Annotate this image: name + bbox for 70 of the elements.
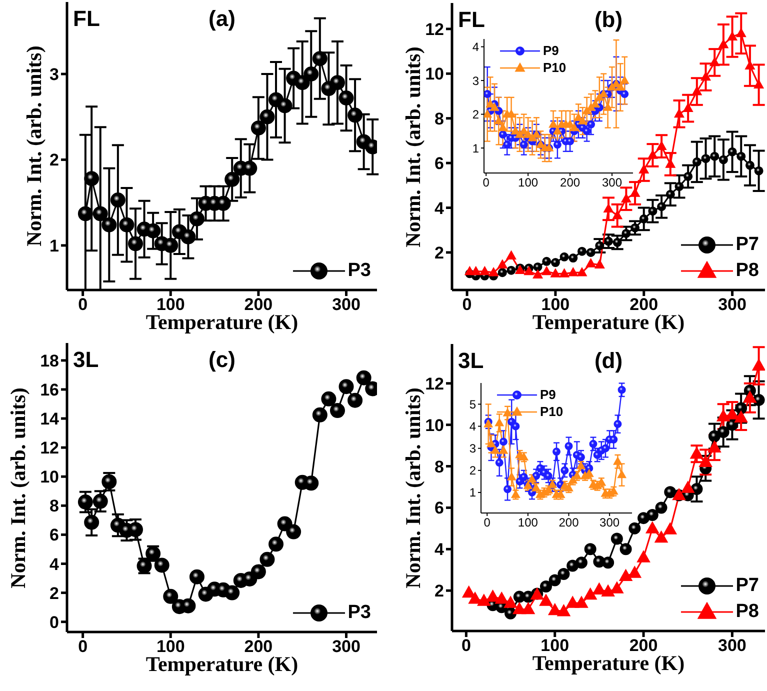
y-tick-label: 14 [40, 410, 60, 429]
x-tick-label: 0 [78, 295, 88, 314]
y-tick-label: 1 [472, 141, 480, 156]
x-tick-label: 200 [560, 176, 580, 190]
y-tick-label: 12 [40, 438, 59, 458]
legend-label: P8 [736, 260, 759, 282]
legend-label: P9 [543, 43, 559, 58]
legend-label: P3 [348, 602, 371, 624]
y-tick-label: 8 [50, 496, 59, 516]
x-tick-label: 300 [600, 516, 620, 530]
y-tick-label: 3 [469, 442, 476, 456]
y-tick-label: 10 [425, 64, 444, 84]
y-tick-label: 18 [40, 351, 59, 370]
chart-title: (d) [594, 348, 623, 373]
y-tick-label: 3 [50, 65, 59, 84]
x-tick-label: 300 [332, 295, 360, 314]
x-tick-label: 0 [482, 176, 490, 190]
x-tick-label: 300 [718, 636, 746, 656]
y-tick-label: 2 [469, 464, 476, 478]
legend-label: P10 [540, 404, 564, 419]
chart-title: (c) [208, 347, 236, 372]
x-tick-label: 100 [518, 176, 538, 190]
y-tick-label: 1 [469, 486, 476, 500]
x-tick-label: 0 [78, 637, 88, 656]
annotation: FL [458, 7, 485, 32]
y-tick-label: 4 [434, 540, 445, 560]
y-tick-label: 4 [472, 40, 480, 54]
y-axis-title: Norm. Int. (arb. units) [6, 387, 30, 588]
y-tick-label: 6 [50, 526, 59, 545]
y-tick-label: 4 [469, 420, 476, 434]
y-tick-label: 6 [434, 498, 444, 518]
y-tick-label: 12 [425, 374, 444, 394]
y-axis-title: Norm. Int. (arb. units) [401, 387, 425, 588]
y-tick-label: 12 [425, 20, 444, 39]
annotation: 3L [73, 347, 99, 372]
legend-label: P7 [736, 575, 759, 597]
y-tick-label: 2 [434, 582, 444, 601]
annotation: 3L [458, 348, 484, 373]
legend-label: P3 [348, 260, 371, 282]
legend-label: P8 [736, 601, 759, 623]
y-tick-label: 4 [434, 198, 445, 218]
x-tick-label: 0 [484, 516, 491, 530]
legend-label: P10 [543, 60, 566, 75]
y-tick-label: 8 [434, 457, 444, 476]
y-tick-label: 0 [50, 612, 59, 632]
legend-label: P7 [736, 234, 759, 256]
y-axis-title: Norm. Int. (arb. units) [22, 46, 46, 246]
chart-title: (a) [208, 6, 236, 31]
y-tick-label: 10 [425, 416, 444, 435]
y-tick-label: 16 [40, 380, 59, 400]
y-tick-label: 10 [40, 468, 59, 487]
y-tick-label: 4 [50, 554, 60, 574]
y-tick-label: 2 [50, 584, 59, 603]
y-tick-label: 3 [472, 74, 480, 88]
y-tick-label: 2 [50, 150, 59, 170]
annotation: FL [73, 6, 100, 31]
y-tick-label: 5 [469, 397, 476, 412]
legend-label: P9 [540, 387, 556, 402]
y-tick-label: 2 [434, 243, 444, 262]
x-tick-label: 300 [332, 637, 360, 656]
y-axis-title: Norm. Int. (arb. units) [401, 46, 425, 247]
x-tick-label: 100 [518, 516, 538, 530]
x-tick-label: 300 [718, 295, 746, 314]
x-tick-label: 200 [558, 516, 580, 530]
chart-title: (b) [594, 7, 623, 32]
y-tick-label: 6 [434, 154, 444, 174]
y-tick-label: 2 [472, 108, 480, 122]
x-tick-label: 300 [602, 176, 622, 190]
y-tick-label: 8 [434, 109, 444, 128]
y-tick-label: 1 [50, 236, 59, 256]
